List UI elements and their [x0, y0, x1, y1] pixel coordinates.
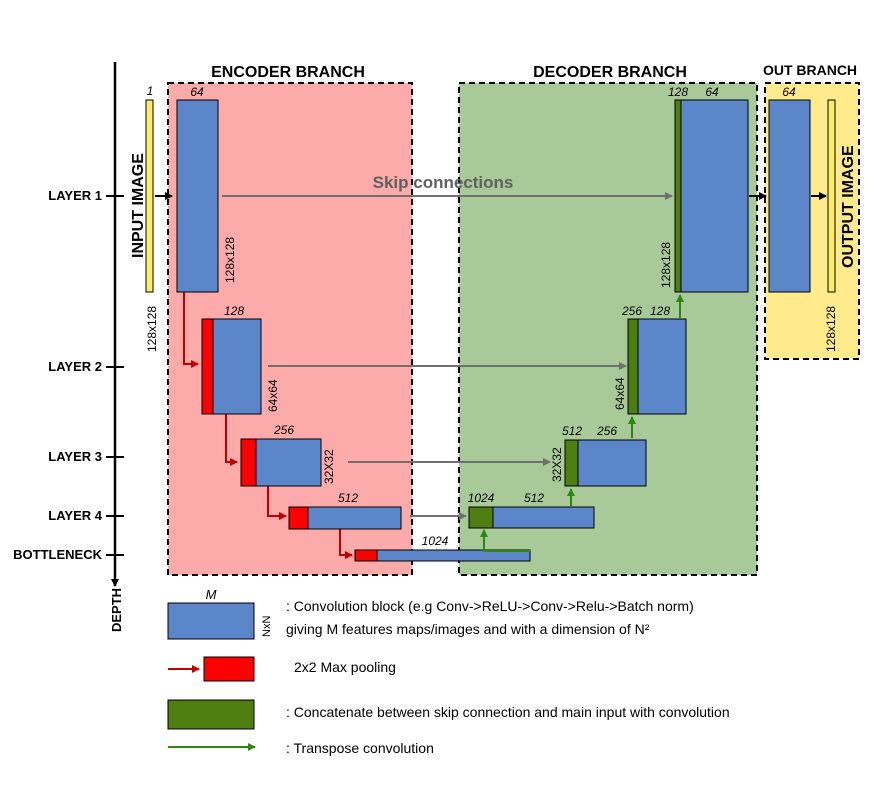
decoder-layer3-size: 32X32 [550, 447, 564, 482]
layer3-label: LAYER 3 [48, 449, 102, 464]
decoder-layer1-conv-block [680, 99, 749, 293]
layer1-label: LAYER 1 [48, 188, 102, 203]
decoder-layer4-features: 512 [524, 491, 544, 505]
decoder-layer3-features: 256 [596, 424, 617, 438]
decoder-layer2-conv-block [637, 318, 687, 415]
encoder-layer3-conv-block [255, 438, 322, 487]
decoder-layer2-concat-features: 256 [621, 304, 642, 318]
out-conv-block [768, 99, 811, 293]
decoder-layer2-features: 128 [650, 304, 670, 318]
pool-arrow-1 [183, 292, 199, 368]
decoder-branch-title: DECODER BRANCH [533, 64, 687, 81]
decoder-layer1-features: 64 [705, 85, 719, 99]
output-size: 128x128 [824, 306, 838, 352]
legend-conv-block [167, 602, 255, 640]
legend-conv-text-line1: : Convolution block (e.g Conv->ReLU->Con… [286, 598, 694, 614]
output-image-label: OUTPUT IMAGE [840, 145, 857, 268]
legend-concat-block [167, 699, 255, 730]
encoder-layer2-conv-block [212, 318, 262, 415]
depth-axis-label: DEPTH [109, 588, 124, 632]
decoder-layer4-concat-features: 1024 [468, 491, 495, 505]
encoder-layer3-pool-block [240, 438, 257, 487]
encoder-layer4-conv-block [307, 506, 402, 530]
input-channels: 1 [147, 84, 154, 98]
input-image-label: INPUT IMAGE [130, 153, 147, 258]
legend-pool-block [203, 656, 255, 682]
bottleneck-features: 1024 [422, 534, 449, 548]
legend-concat-text: : Concatenate between skip connection an… [286, 704, 730, 720]
decoder-layer1-size: 128x128 [659, 242, 673, 288]
bottleneck-pool-block [354, 549, 378, 562]
decoder-layer2-size: 64x64 [613, 377, 627, 410]
output-image-bar [827, 99, 836, 293]
encoder-branch-title: ENCODER BRANCH [211, 64, 365, 81]
layer4-label: LAYER 4 [48, 508, 102, 523]
bottleneck-conv-block [376, 549, 531, 562]
out-features: 64 [782, 85, 796, 99]
pool-arrow-3 [267, 486, 287, 520]
encoder-layer3-features: 256 [273, 423, 294, 437]
encoder-layer4-features: 512 [338, 491, 358, 505]
out-branch-title: OUT BRANCH [763, 62, 857, 78]
transpose-arrow-bottleneck [480, 529, 530, 552]
encoder-layer1-size: 128x128 [223, 237, 237, 283]
legend-conv-m: M [206, 587, 217, 602]
decoder-layer3-conv-block [577, 439, 647, 487]
encoder-layer1-features: 64 [190, 85, 204, 99]
decoder-layer3-concat-features: 512 [562, 424, 582, 438]
legend-conv-text-line2: giving M features maps/images and with a… [286, 621, 650, 637]
decoder-layer3-concat-block [564, 439, 579, 487]
legend-pool-text: 2x2 Max pooling [294, 659, 396, 675]
encoder-layer3-size: 32X32 [322, 449, 336, 484]
input-size: 128x128 [145, 306, 159, 352]
pool-arrow-4 [339, 529, 353, 559]
layer2-label: LAYER 2 [48, 359, 102, 374]
legend-transpose-text: : Transpose convolution [286, 740, 434, 756]
pool-arrow-2 [225, 414, 238, 466]
encoder-layer2-features: 128 [224, 304, 244, 318]
bottleneck-label: BOTTLENECK [13, 547, 102, 562]
decoder-layer2-concat-block [627, 318, 639, 415]
encoder-layer2-size: 64x64 [266, 379, 280, 412]
decoder-layer1-concat-block [674, 99, 682, 293]
decoder-layer4-conv-block [492, 506, 595, 529]
encoder-layer4-pool-block [288, 506, 309, 530]
decoder-layer4-concat-block [468, 506, 494, 529]
encoder-layer2-pool-block [201, 318, 214, 415]
encoder-layer1-conv-block [176, 99, 219, 293]
legend-conv-n: NxN [261, 616, 273, 637]
input-image-bar [145, 99, 154, 293]
decoder-layer1-concat-features: 128 [668, 85, 688, 99]
skip-connections-label: Skip connections [373, 173, 514, 192]
